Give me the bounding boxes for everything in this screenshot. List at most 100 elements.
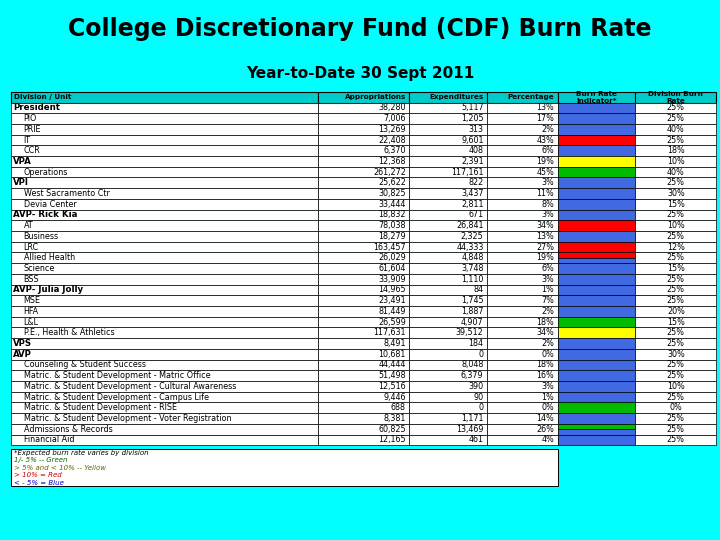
Text: 25%: 25% [667, 296, 685, 305]
Text: 34%: 34% [536, 221, 554, 230]
Bar [487, 134, 557, 145]
Text: 13,469: 13,469 [456, 425, 484, 434]
Bar [11, 145, 318, 156]
Bar [410, 295, 487, 306]
Bar [318, 327, 410, 338]
Bar [557, 402, 635, 413]
Bar [557, 258, 635, 263]
Bar [11, 285, 318, 295]
Text: Counseling & Student Success: Counseling & Student Success [24, 361, 145, 369]
Text: 25%: 25% [667, 393, 685, 402]
Text: 184: 184 [469, 339, 484, 348]
Bar [557, 392, 635, 402]
Text: 25%: 25% [667, 211, 685, 219]
Text: 60,825: 60,825 [378, 425, 406, 434]
Text: LRC: LRC [24, 242, 39, 252]
Bar [557, 199, 635, 210]
Bar [635, 188, 716, 199]
Text: 261,272: 261,272 [373, 167, 406, 177]
Bar [11, 263, 318, 274]
Text: 14,965: 14,965 [378, 286, 406, 294]
Bar [410, 392, 487, 402]
Bar [557, 134, 635, 145]
Text: 30%: 30% [667, 350, 685, 359]
Text: Science: Science [24, 264, 55, 273]
Bar [487, 285, 557, 295]
Bar [11, 327, 318, 338]
Bar [557, 124, 635, 134]
Bar [318, 317, 410, 327]
Bar [557, 338, 635, 349]
Bar [318, 156, 410, 167]
Text: 12,368: 12,368 [379, 157, 406, 166]
Text: 25%: 25% [667, 232, 685, 241]
Bar [11, 274, 318, 285]
Text: 8,381: 8,381 [384, 414, 406, 423]
Text: 1/- 5% -- Green: 1/- 5% -- Green [14, 457, 68, 463]
Bar [487, 156, 557, 167]
Text: 40%: 40% [667, 125, 685, 134]
Bar [410, 92, 487, 103]
Text: 4,848: 4,848 [462, 253, 484, 262]
Text: 17%: 17% [536, 114, 554, 123]
Bar [635, 435, 716, 446]
Text: 25%: 25% [667, 339, 685, 348]
Text: 1,171: 1,171 [461, 414, 484, 423]
Text: 18%: 18% [667, 146, 685, 155]
Bar [487, 253, 557, 263]
Text: 26%: 26% [536, 425, 554, 434]
Bar [557, 360, 635, 370]
Text: 25%: 25% [667, 275, 685, 284]
Bar [557, 220, 635, 231]
Bar [410, 274, 487, 285]
Text: 25%: 25% [667, 114, 685, 123]
Text: 26,841: 26,841 [456, 221, 484, 230]
Bar [557, 178, 635, 188]
Bar [410, 188, 487, 199]
Bar [318, 381, 410, 391]
Text: 27%: 27% [536, 242, 554, 252]
Bar [487, 306, 557, 317]
Text: 3%: 3% [541, 275, 554, 284]
Text: VPI: VPI [13, 178, 29, 187]
Bar [487, 413, 557, 424]
Bar [410, 103, 487, 113]
Bar [557, 327, 635, 338]
Text: 2%: 2% [541, 307, 554, 316]
Bar [635, 285, 716, 295]
Bar [11, 231, 318, 242]
Bar [318, 113, 410, 124]
Bar [11, 317, 318, 327]
Bar [487, 392, 557, 402]
Bar [318, 103, 410, 113]
Bar [318, 231, 410, 242]
Text: 81,449: 81,449 [379, 307, 406, 316]
Text: 18%: 18% [536, 318, 554, 327]
Text: 1,110: 1,110 [462, 275, 484, 284]
Text: 3%: 3% [541, 211, 554, 219]
Bar [410, 285, 487, 295]
Bar [487, 349, 557, 360]
Bar [11, 167, 318, 178]
Text: 34%: 34% [536, 328, 554, 338]
Text: BSS: BSS [24, 275, 39, 284]
Text: 9,446: 9,446 [384, 393, 406, 402]
Bar [11, 242, 318, 253]
Text: 4%: 4% [541, 435, 554, 444]
Bar [635, 327, 716, 338]
Text: Matric. & Student Development - Voter Registration: Matric. & Student Development - Voter Re… [24, 414, 231, 423]
Bar [11, 103, 318, 113]
Bar [11, 92, 318, 103]
Bar [635, 413, 716, 424]
Bar [635, 349, 716, 360]
Bar [487, 178, 557, 188]
Bar [487, 435, 557, 446]
Text: MSE: MSE [24, 296, 40, 305]
Bar [11, 424, 318, 435]
Text: 10%: 10% [667, 157, 685, 166]
Text: 6%: 6% [541, 146, 554, 155]
Text: 3%: 3% [541, 178, 554, 187]
Bar [11, 199, 318, 210]
Bar [635, 134, 716, 145]
Bar [410, 220, 487, 231]
